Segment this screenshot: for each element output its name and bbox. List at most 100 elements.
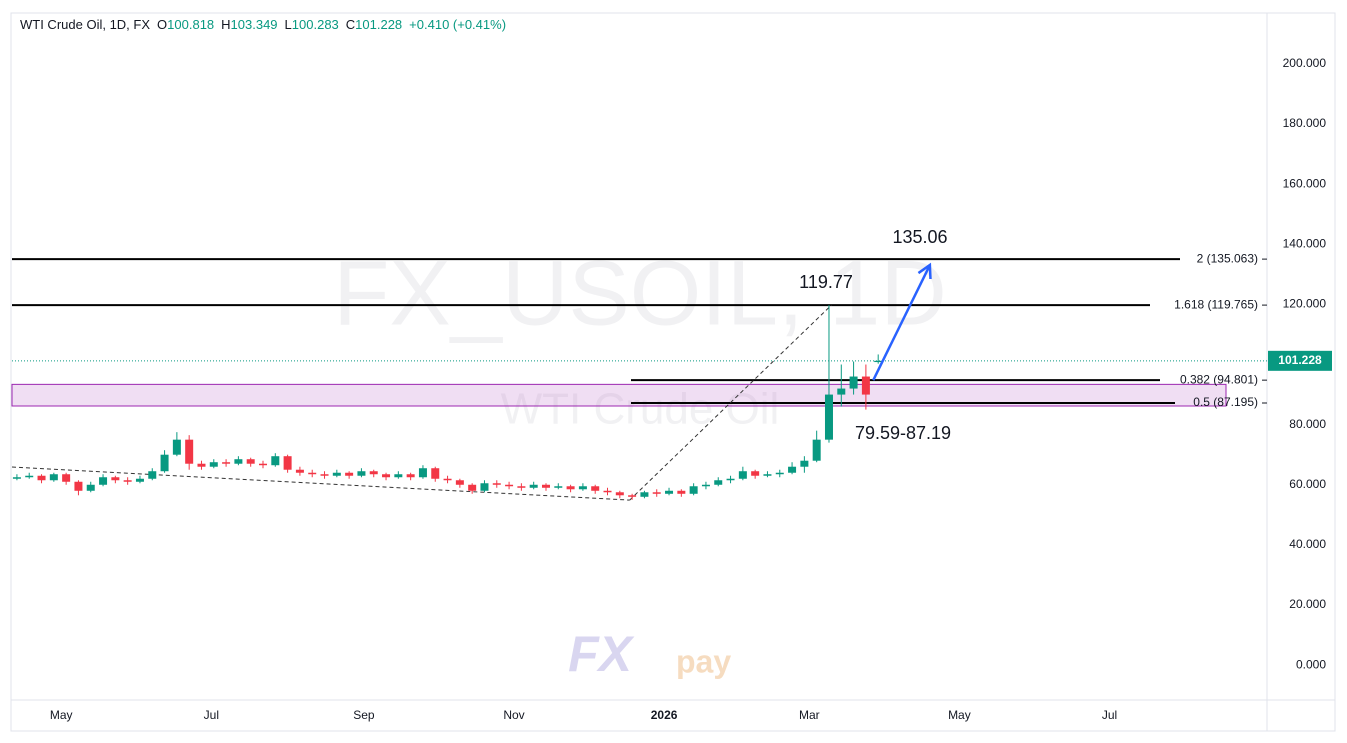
- candle-body: [369, 471, 378, 475]
- x-tick-label: Nov: [503, 708, 524, 722]
- candle-body: [492, 483, 501, 485]
- candle-body: [357, 471, 366, 476]
- candle-body: [86, 484, 95, 491]
- candle-body: [849, 376, 858, 389]
- candle-body: [382, 474, 391, 478]
- watermark: WTI Crude Oil: [501, 385, 780, 434]
- plot: 0.00020.00040.00060.00080.000100.000120.…: [11, 56, 1332, 722]
- candle-body: [49, 474, 58, 481]
- x-tick-label: Jul: [204, 708, 219, 722]
- candle-body: [615, 492, 624, 496]
- fib-level-label: 0.382 (94.801): [1180, 372, 1258, 386]
- header-item: 100.283: [292, 17, 339, 32]
- annotation: 135.06: [892, 227, 947, 247]
- candle-body: [578, 486, 587, 490]
- y-tick-label: 80.000: [1289, 417, 1326, 431]
- candle-body: [25, 475, 34, 478]
- candle-body: [295, 469, 304, 473]
- header-item: C: [346, 17, 355, 32]
- candle-body: [468, 484, 477, 491]
- candle-body: [541, 484, 550, 488]
- candle-body: [148, 471, 157, 479]
- candle-body: [74, 481, 83, 491]
- candle-body: [160, 454, 169, 472]
- candle-body: [505, 484, 514, 487]
- candle-body: [517, 486, 526, 488]
- candle-body: [99, 477, 108, 485]
- candle-body: [345, 472, 354, 476]
- candle-body: [714, 480, 723, 485]
- candle-body: [591, 486, 600, 491]
- x-tick-label: May: [50, 708, 73, 722]
- candle-body: [172, 439, 181, 455]
- x-tick-label: Mar: [799, 708, 820, 722]
- watermark: FX_USOIL, 1D: [333, 242, 947, 344]
- candle-body: [763, 474, 772, 476]
- candle-body: [406, 474, 415, 478]
- x-tick-label: Sep: [353, 708, 375, 722]
- candle-body: [628, 495, 637, 497]
- candle-body: [12, 477, 21, 479]
- y-tick-label: 40.000: [1289, 537, 1326, 551]
- candle-body: [837, 388, 846, 395]
- candle-body: [566, 486, 575, 490]
- header-item: L: [285, 17, 292, 32]
- candle-body: [751, 471, 760, 476]
- annotation: 119.77: [799, 272, 853, 292]
- candle-body: [861, 376, 870, 395]
- y-tick-label: 20.000: [1289, 597, 1326, 611]
- candle-body: [603, 490, 612, 493]
- last-price-label: 101.228: [1278, 353, 1322, 367]
- header-text: WTI Crude Oil, 1D, FX O100.818 H103.349 L10…: [20, 17, 506, 32]
- candle-body: [529, 484, 538, 488]
- candle-body: [640, 492, 649, 497]
- support-zone: [11, 383, 1227, 407]
- logo: pay: [676, 643, 731, 679]
- y-tick-label: 0.000: [1296, 657, 1326, 671]
- candle-body: [812, 439, 821, 461]
- candle-body: [788, 466, 797, 473]
- candle-body: [775, 472, 784, 475]
- candle-body: [394, 474, 403, 478]
- candle-body: [652, 492, 661, 494]
- candle-body: [37, 475, 46, 481]
- candle-body: [62, 474, 71, 482]
- header-item: 101.228: [355, 17, 402, 32]
- candle-body: [665, 490, 674, 494]
- header-item: 100.818: [167, 17, 214, 32]
- candle-body: [418, 468, 427, 478]
- candle-body: [197, 463, 206, 467]
- candle-body: [271, 456, 280, 466]
- candle-body: [123, 480, 132, 482]
- logo: FX: [568, 626, 635, 682]
- candle-body: [332, 472, 341, 476]
- last-price-box: [1268, 350, 1332, 371]
- x-tick-label: Jul: [1102, 708, 1117, 722]
- candle-body: [701, 484, 710, 487]
- x-tick-label: 2026: [651, 708, 678, 722]
- y-tick-label: 200.000: [1283, 56, 1327, 70]
- frame: [10, 12, 1336, 732]
- candle-body: [234, 459, 243, 464]
- header-item: WTI Crude Oil, 1D, FX: [20, 17, 150, 32]
- candle-body: [443, 478, 452, 481]
- header-item: +0.410 (+0.41%): [409, 17, 506, 32]
- y-tick-label: 60.000: [1289, 477, 1326, 491]
- x-tick-label: May: [948, 708, 971, 722]
- candle-body: [824, 394, 833, 440]
- trendline: [11, 466, 630, 501]
- projection-arrow: [872, 264, 931, 381]
- header-item: H: [221, 17, 230, 32]
- candle-body: [111, 477, 120, 481]
- candle-body: [308, 472, 317, 475]
- header-item: O: [157, 17, 167, 32]
- annotation: 79.59-87.19: [855, 423, 951, 443]
- trendline: [629, 304, 832, 501]
- candle-body: [246, 459, 255, 464]
- candle-body: [455, 480, 464, 485]
- candle-body: [431, 468, 440, 479]
- candle-body: [800, 460, 809, 467]
- candle-body: [185, 439, 194, 464]
- candle-body: [135, 478, 144, 482]
